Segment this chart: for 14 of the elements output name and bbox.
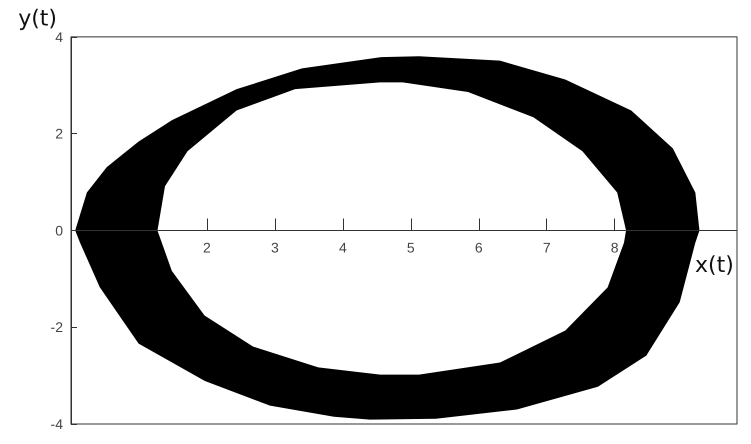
x-tick-label: 6 xyxy=(474,240,483,256)
x-tick-label: 5 xyxy=(406,240,415,256)
y-tick-label: 4 xyxy=(55,28,64,45)
y-tick-label: 2 xyxy=(55,126,64,142)
x-tick-label: 3 xyxy=(270,240,279,256)
x-tick-label: 4 xyxy=(338,240,347,256)
y-tick-label: -2 xyxy=(50,319,64,336)
x-tick-label: 8 xyxy=(610,240,619,256)
y-tick-label: -4 xyxy=(50,416,64,432)
y-axis-title: y(t) xyxy=(18,6,57,32)
x-tick-label: 7 xyxy=(542,240,551,256)
x-axis-title: x(t) xyxy=(695,252,734,278)
x-tick-label: 2 xyxy=(203,240,212,256)
y-tick-label: 0 xyxy=(55,222,64,238)
